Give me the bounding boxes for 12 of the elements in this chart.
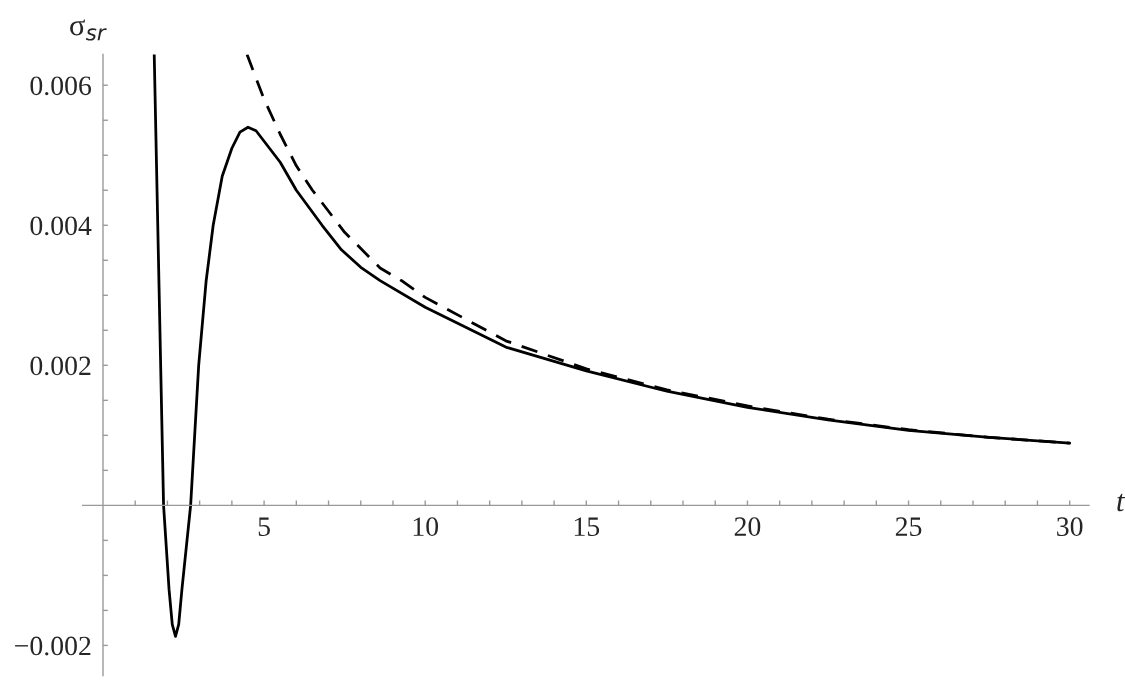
x-tick-label: 10: [413, 517, 439, 537]
x-tick-label: 30: [1057, 517, 1083, 537]
x-tick-label: 20: [734, 517, 761, 537]
y-tick-label: 0.004: [30, 216, 92, 236]
x-tick-label: 25: [895, 517, 922, 537]
x-tick-label: 5: [258, 517, 270, 537]
y-axis-title: σ$_{sr}$: [70, 19, 107, 41]
y-tick-label: −0.002: [15, 636, 91, 656]
x-axis-title: t: [1117, 493, 1125, 512]
x-tick-label: 15: [574, 517, 600, 537]
y-tick-label: 0.006: [30, 76, 92, 96]
y-tick-label: 0.002: [30, 356, 91, 376]
